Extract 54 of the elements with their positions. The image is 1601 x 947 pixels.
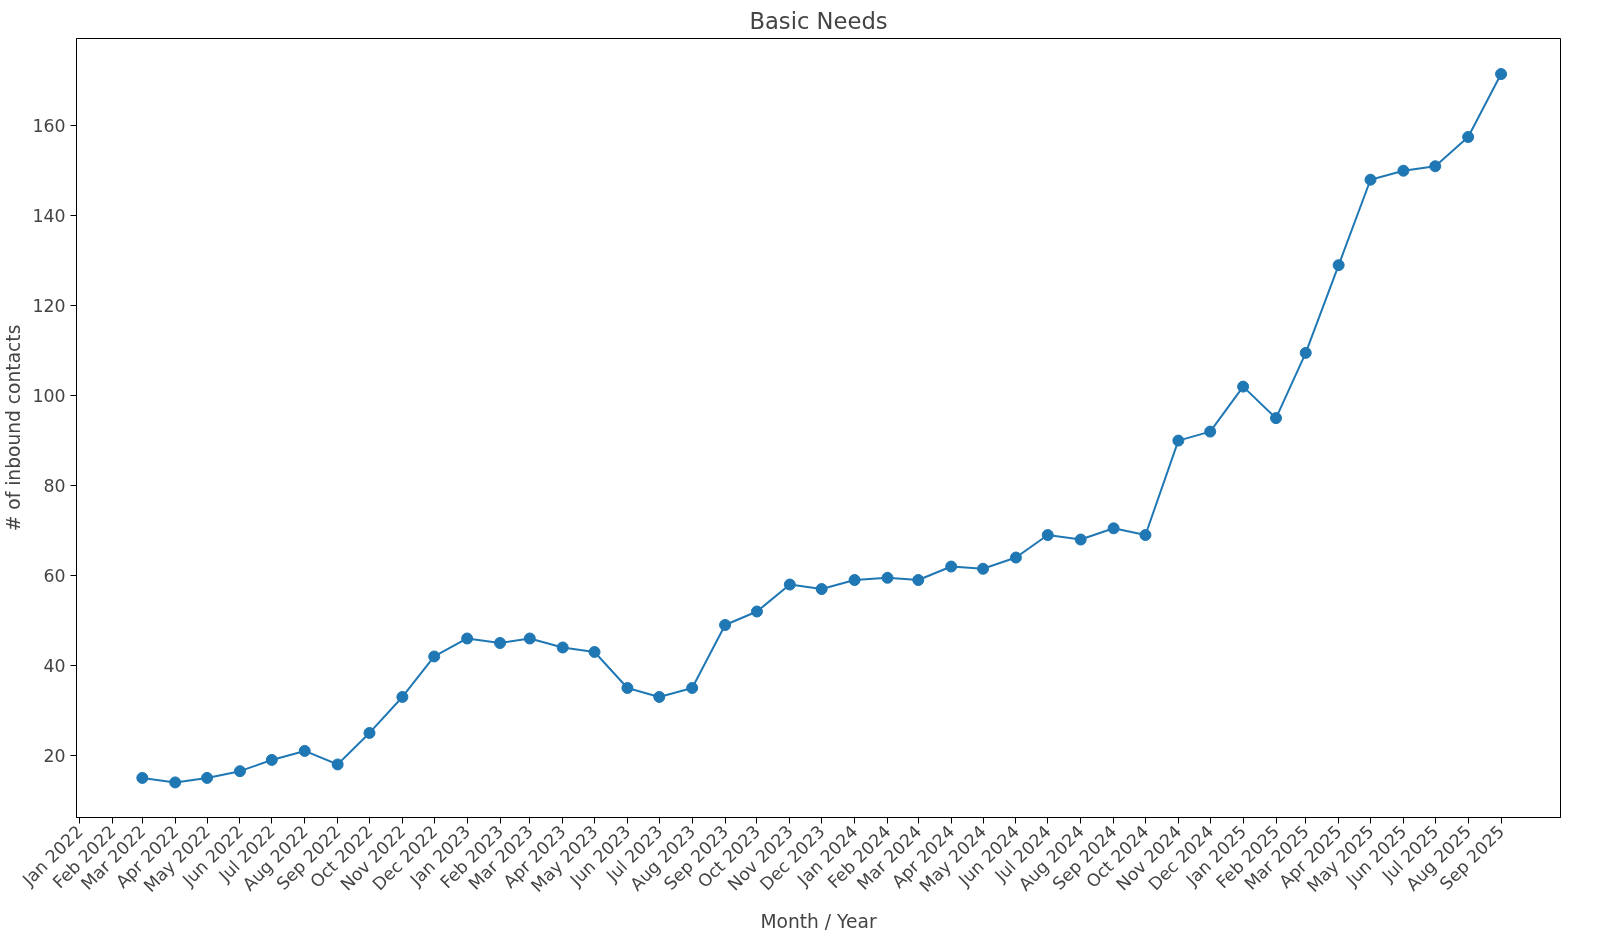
point <box>169 776 182 789</box>
point <box>265 753 278 766</box>
y-tick-label: 60 <box>43 566 66 587</box>
point <box>621 681 634 694</box>
point <box>783 578 796 591</box>
point <box>1270 412 1283 425</box>
point <box>1074 533 1087 546</box>
point <box>331 758 344 771</box>
point <box>556 641 569 654</box>
point <box>201 771 214 784</box>
point <box>815 583 828 596</box>
point <box>1429 160 1442 173</box>
point <box>588 646 601 658</box>
y-tick-label: 40 <box>43 655 66 676</box>
point <box>1009 551 1022 564</box>
point <box>719 619 732 631</box>
point <box>136 771 149 784</box>
point <box>977 562 990 575</box>
point <box>1237 380 1250 393</box>
point <box>686 681 699 694</box>
point <box>523 632 536 645</box>
point <box>461 632 474 645</box>
point <box>653 690 666 703</box>
point <box>1204 425 1217 438</box>
y-tick-label: 120 <box>32 296 66 317</box>
point <box>1364 173 1377 186</box>
y-tick-label: 140 <box>32 206 66 227</box>
point <box>1139 529 1152 542</box>
point <box>494 637 507 649</box>
point <box>1299 346 1312 359</box>
chart-title: Basic Needs <box>749 7 888 34</box>
point <box>912 574 925 587</box>
point <box>1107 522 1120 535</box>
point <box>396 690 409 703</box>
point <box>1332 259 1345 272</box>
y-tick-label: 80 <box>43 476 66 497</box>
y-axis-title: # of inbound contacts <box>3 324 25 532</box>
x-axis-title: Month / Year <box>760 911 877 933</box>
point <box>428 650 441 663</box>
point <box>233 765 246 778</box>
point <box>848 574 861 587</box>
point <box>1495 68 1508 81</box>
y-tick-label: 100 <box>32 386 66 407</box>
point <box>881 571 894 584</box>
point <box>298 744 311 757</box>
point <box>945 560 958 573</box>
y-tick-label: 20 <box>43 745 66 766</box>
y-tick-label: 160 <box>32 116 66 137</box>
point <box>1462 131 1475 143</box>
point <box>1041 529 1054 542</box>
point <box>1172 434 1185 447</box>
point <box>1397 164 1410 177</box>
point <box>750 605 763 618</box>
point <box>363 726 376 739</box>
